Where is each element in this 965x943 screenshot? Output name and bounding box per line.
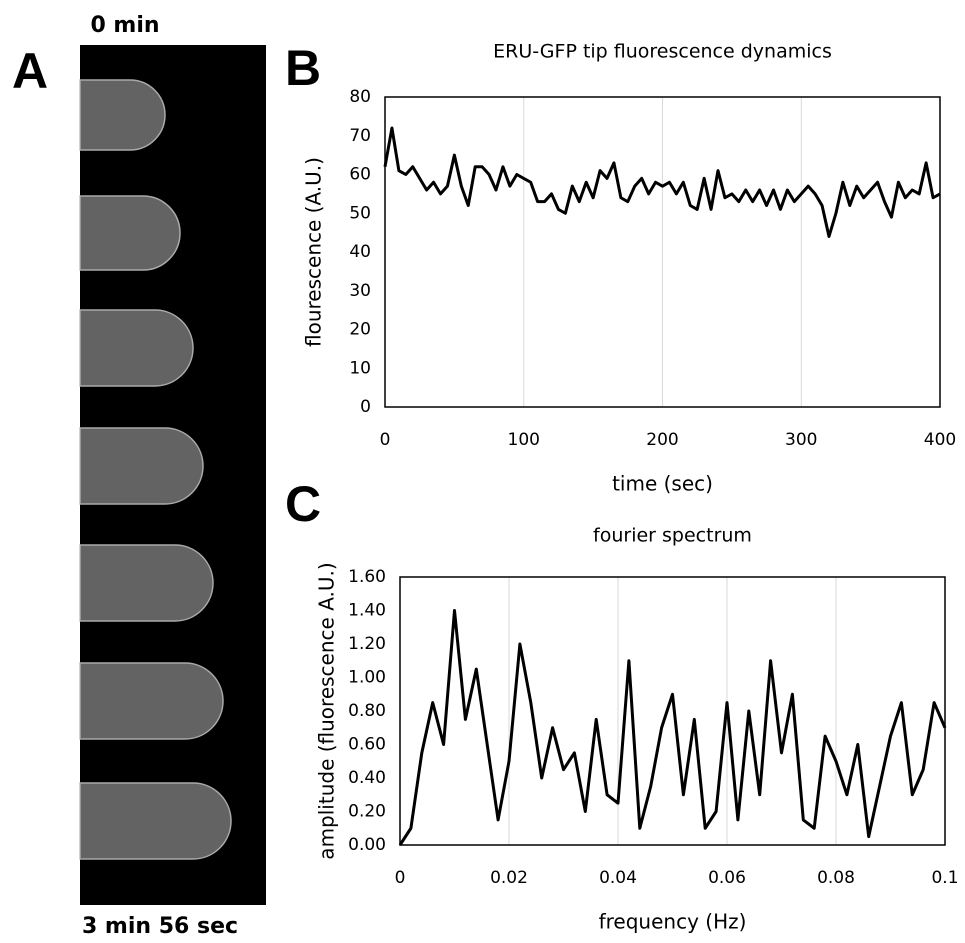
panel-letter: A xyxy=(12,43,48,99)
y-tick-label: 0.20 xyxy=(348,802,386,822)
x-tick-label: 0.1 xyxy=(931,868,958,888)
plot-frame xyxy=(399,576,946,846)
y-tick-label: 50 xyxy=(349,203,371,223)
y-tick-label: 1.20 xyxy=(348,634,386,654)
cell-tip xyxy=(79,309,194,387)
y-tick-label: 0.80 xyxy=(348,701,386,721)
cell-tip xyxy=(79,662,224,740)
panel-letter: C xyxy=(285,476,321,532)
cell-tip xyxy=(79,195,181,271)
y-tick-label: 0 xyxy=(360,397,371,417)
y-tick-label: 0.60 xyxy=(348,735,386,755)
cell-tip xyxy=(79,427,204,505)
panel-letter: B xyxy=(285,40,321,96)
x-tick-label: 200 xyxy=(646,430,678,450)
data-line xyxy=(398,609,947,846)
x-axis-label: frequency (Hz) xyxy=(599,910,747,934)
y-tick-label: 20 xyxy=(349,320,371,340)
x-tick-label: 0.04 xyxy=(599,868,637,888)
x-tick-label: 0 xyxy=(395,868,406,888)
y-axis-label: amplitude (fluorescence A.U.) xyxy=(315,562,339,859)
y-axis-label: flourescence (A.U.) xyxy=(302,157,326,347)
start-label: 0 min xyxy=(90,13,159,38)
microscopy-strip xyxy=(79,45,266,905)
x-tick-label: 0.02 xyxy=(490,868,528,888)
y-tick-label: 40 xyxy=(349,242,371,262)
y-tick-label: 0.00 xyxy=(348,835,386,855)
y-tick-label: 30 xyxy=(349,281,371,301)
y-tick-label: 70 xyxy=(349,126,371,146)
y-tick-label: 80 xyxy=(349,87,371,107)
plot-frame xyxy=(384,96,941,408)
y-tick-label: 1.60 xyxy=(348,567,386,587)
end-label: 3 min 56 sec xyxy=(82,914,238,939)
x-axis-label: time (sec) xyxy=(612,472,713,496)
y-tick-label: 1.40 xyxy=(348,601,386,621)
x-tick-label: 0.08 xyxy=(817,868,855,888)
y-tick-label: 1.00 xyxy=(348,668,386,688)
chart-title: ERU-GFP tip fluorescence dynamics xyxy=(493,41,832,63)
x-tick-label: 0 xyxy=(380,430,391,450)
x-tick-label: 0.06 xyxy=(708,868,746,888)
cell-tip xyxy=(79,544,214,622)
x-tick-label: 400 xyxy=(924,430,956,450)
x-tick-label: 300 xyxy=(785,430,817,450)
chart-title: fourier spectrum xyxy=(593,525,752,547)
y-tick-label: 10 xyxy=(349,358,371,378)
cell-tip xyxy=(79,782,232,860)
y-tick-label: 0.40 xyxy=(348,768,386,788)
y-tick-label: 60 xyxy=(349,165,371,185)
x-tick-label: 100 xyxy=(508,430,540,450)
cell-tip xyxy=(79,79,166,151)
data-line xyxy=(383,126,941,238)
